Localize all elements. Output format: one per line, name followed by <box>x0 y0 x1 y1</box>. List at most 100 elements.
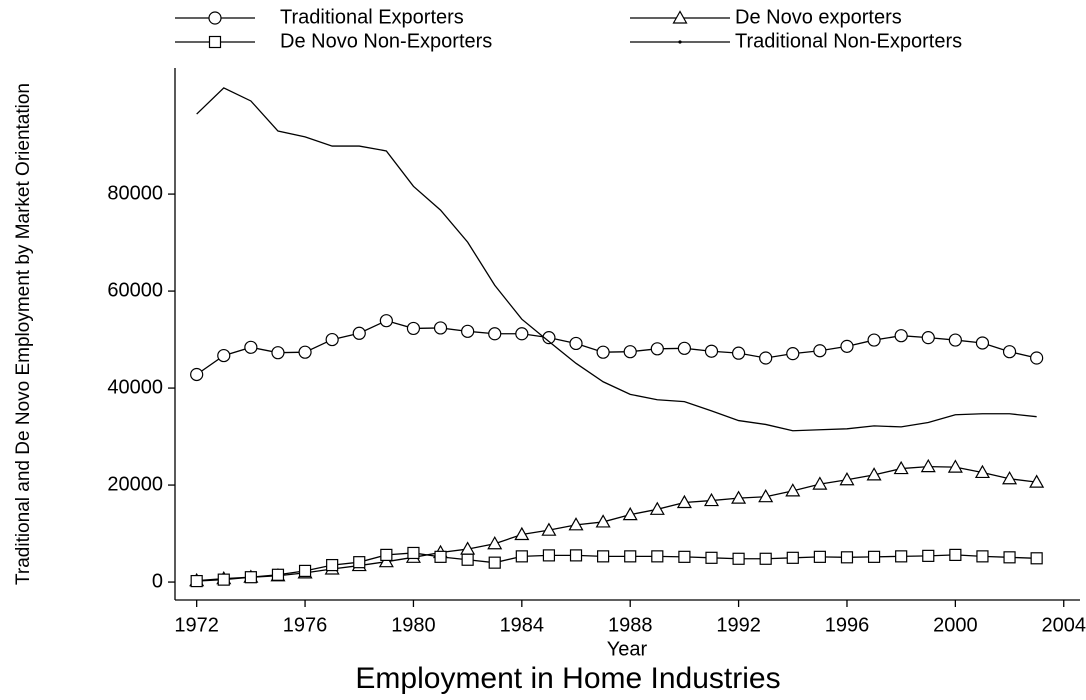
x-tick-label: 1984 <box>500 614 545 636</box>
marker-triangle <box>974 464 990 479</box>
marker-square <box>208 35 222 49</box>
marker-triangle <box>541 522 557 536</box>
marker-circle <box>488 327 502 341</box>
x-tick-label: 1976 <box>283 614 328 636</box>
marker-triangle <box>568 517 584 531</box>
marker-square <box>380 548 393 561</box>
marker-circle <box>1030 351 1044 365</box>
marker-square <box>434 550 447 563</box>
marker-circle <box>244 340 258 354</box>
marker-square <box>840 551 854 564</box>
chart-title: Employment in Home Industries <box>355 662 780 695</box>
marker-square <box>895 550 908 563</box>
marker-circle <box>704 344 719 358</box>
marker-circle <box>894 329 908 343</box>
marker-circle <box>352 326 366 340</box>
x-tick-label: 1992 <box>716 614 761 636</box>
x-tick-label: 2000 <box>933 614 978 636</box>
marker-triangle <box>595 514 611 528</box>
marker-square <box>922 549 935 562</box>
x-tick-label: 2004 <box>1041 614 1086 636</box>
legend-label: De Novo Non-Exporters <box>280 30 492 52</box>
marker-triangle <box>839 472 855 486</box>
marker-square <box>271 568 285 581</box>
legend-label: Traditional Non-Exporters <box>735 30 962 52</box>
marker-circle <box>271 346 285 360</box>
marker-triangle <box>920 458 936 473</box>
marker-circle <box>677 341 692 355</box>
marker-circle <box>975 336 990 350</box>
marker-square <box>678 550 691 563</box>
marker-triangle <box>487 536 503 550</box>
marker-circle <box>759 351 773 365</box>
marker-square <box>217 573 230 586</box>
marker-square <box>515 550 528 563</box>
marker-square <box>759 552 772 565</box>
marker-circle <box>948 333 962 347</box>
x-tick-label: 1996 <box>825 614 870 636</box>
marker-triangle <box>676 494 692 509</box>
series-line <box>196 87 1037 432</box>
marker-triangle <box>703 492 720 507</box>
y-tick-label: 80000 <box>107 182 163 204</box>
series-line <box>196 552 1037 582</box>
marker-circle <box>298 345 312 359</box>
marker-square <box>624 550 637 563</box>
marker-triangle <box>866 467 882 481</box>
marker-square <box>705 551 718 564</box>
marker-circle <box>208 11 222 25</box>
marker-circle <box>623 345 637 359</box>
marker-square <box>244 571 257 584</box>
marker-triangle <box>1002 471 1018 485</box>
marker-circle <box>515 327 529 341</box>
marker-square <box>542 549 556 562</box>
marker-circle <box>921 331 935 345</box>
marker-square <box>1003 551 1016 564</box>
marker-triangle <box>812 476 828 490</box>
marker-circle <box>406 321 421 336</box>
marker-circle <box>433 321 448 335</box>
marker-square <box>732 552 745 565</box>
x-tick-label: 1972 <box>174 614 219 636</box>
marker-square <box>326 558 339 572</box>
marker-square <box>488 556 501 569</box>
marker-triangle <box>893 460 909 475</box>
series-line <box>196 465 1037 582</box>
marker-triangle <box>758 488 774 503</box>
marker-circle <box>461 324 475 338</box>
y-tick-label: 20000 <box>107 473 163 495</box>
marker-square <box>461 553 474 566</box>
marker-circle <box>813 344 827 358</box>
marker-square <box>949 548 962 561</box>
marker-square <box>813 550 826 563</box>
marker-circle <box>596 345 610 359</box>
marker-circle <box>786 347 800 361</box>
marker-square <box>407 546 420 560</box>
marker-square <box>976 550 989 563</box>
legend-label: De Novo exporters <box>735 6 902 28</box>
marker-triangle <box>785 483 801 497</box>
series-line <box>196 319 1037 376</box>
x-tick-label: 1988 <box>608 614 653 636</box>
marker-circle <box>840 339 854 353</box>
marker-triangle <box>622 506 638 521</box>
marker-triangle <box>649 501 665 515</box>
y-axis-label: Traditional and De Novo Employment by Ma… <box>13 83 34 585</box>
marker-triangle <box>947 459 963 473</box>
marker-triangle <box>731 490 747 504</box>
marker-circle <box>325 332 339 347</box>
marker-point <box>678 40 682 44</box>
marker-square <box>1030 552 1043 565</box>
marker-square <box>353 556 366 569</box>
marker-square <box>651 550 664 563</box>
x-axis-label: Year <box>607 638 648 660</box>
marker-square <box>786 551 799 564</box>
marker-triangle <box>1029 474 1045 488</box>
legend-label: Traditional Exporters <box>280 6 464 28</box>
marker-square <box>298 564 312 578</box>
marker-square <box>597 550 610 563</box>
marker-circle <box>1002 345 1017 359</box>
marker-circle <box>542 331 556 345</box>
marker-circle <box>379 314 393 328</box>
